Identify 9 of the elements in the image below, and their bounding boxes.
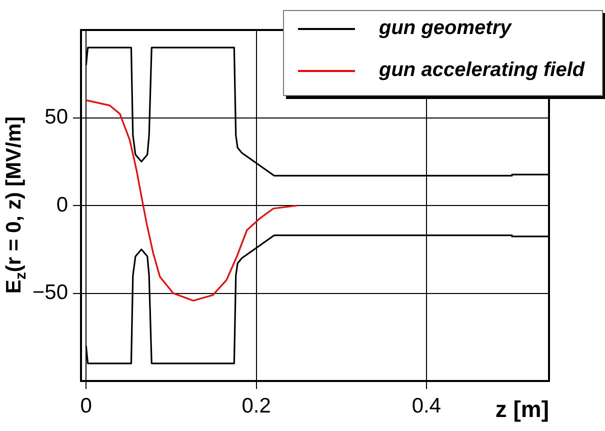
x-axis-title: z [m] (495, 396, 549, 423)
y-tick-label: −50 (32, 281, 68, 304)
legend-label: gun geometry (379, 17, 512, 39)
x-tick-label: 0 (80, 394, 92, 418)
x-tick-label: 0.4 (412, 394, 442, 418)
y-tick-label: 50 (44, 106, 68, 129)
legend-label: gun accelerating field (379, 59, 585, 81)
y-tick-label: 0 (56, 193, 68, 216)
x-tick-label: 0.2 (242, 394, 271, 418)
